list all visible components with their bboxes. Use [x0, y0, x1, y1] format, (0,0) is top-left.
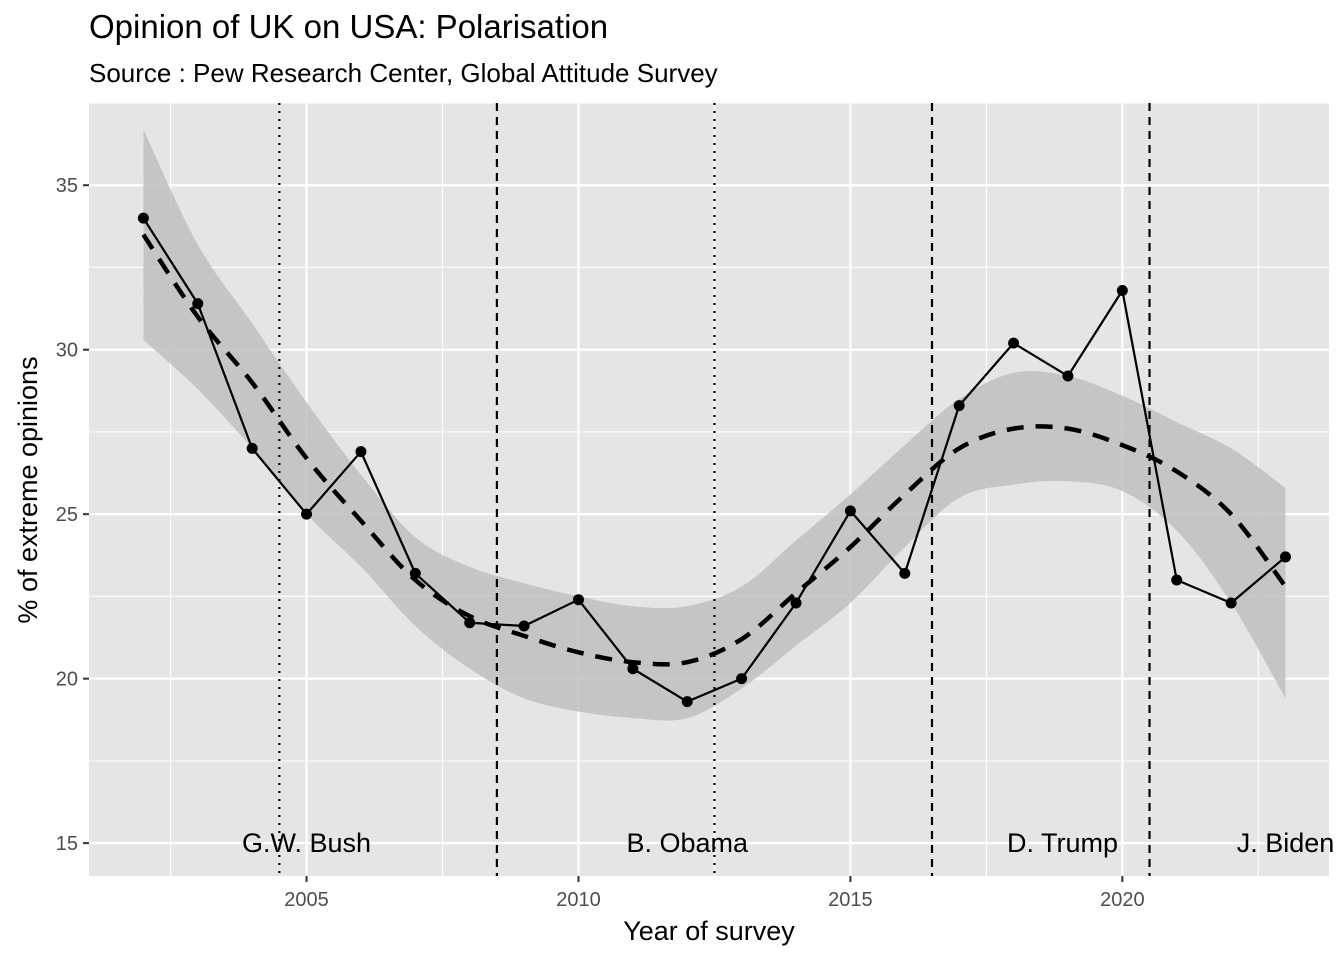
x-tick-label: 2015 — [828, 889, 873, 911]
chart-subtitle: Source : Pew Research Center, Global Att… — [89, 58, 718, 88]
data-point — [627, 663, 639, 675]
x-tick-label: 2005 — [284, 889, 329, 911]
data-point — [518, 620, 530, 632]
series-lines — [141, 217, 1288, 703]
data-point — [681, 696, 693, 708]
x-axis-label: Year of survey — [623, 916, 795, 946]
y-tick-label: 20 — [56, 669, 78, 691]
data-point — [301, 508, 313, 520]
data-point — [246, 442, 258, 454]
data-point — [192, 298, 204, 310]
y-tick-label: 35 — [56, 175, 78, 197]
data-point — [355, 446, 367, 458]
confidence-band-layer — [143, 129, 1286, 721]
x-axis: 2005 2010 2015 2020 — [284, 876, 1145, 911]
president-label: G.W. Bush — [242, 828, 371, 858]
data-point — [844, 505, 856, 517]
y-tick-label: 30 — [56, 340, 78, 362]
data-point — [1225, 597, 1237, 609]
data-point — [1062, 370, 1074, 382]
data-point — [899, 567, 911, 579]
data-point — [464, 617, 476, 629]
data-point — [137, 212, 149, 224]
president-label: B. Obama — [626, 828, 749, 858]
president-label: J. Biden — [1237, 828, 1335, 858]
president-label: D. Trump — [1007, 828, 1118, 858]
y-tick-label: 15 — [56, 833, 78, 855]
x-tick-label: 2020 — [1100, 889, 1145, 911]
data-point — [1116, 284, 1128, 296]
data-point — [736, 673, 748, 685]
data-point — [572, 594, 584, 606]
x-tick-label: 2010 — [556, 889, 601, 911]
data-point — [409, 567, 421, 579]
data-point — [790, 597, 802, 609]
trend-series-line — [141, 233, 1288, 667]
y-axis-label: % of extreme opinions — [13, 356, 43, 623]
confidence-band — [143, 129, 1286, 721]
y-tick-label: 25 — [56, 504, 78, 526]
observed-series-line — [142, 217, 1287, 703]
president-labels: G.W. Bush B. Obama D. Trump J. Biden — [242, 828, 1334, 858]
data-points — [137, 212, 1291, 708]
data-point — [1008, 337, 1020, 349]
data-point — [1171, 574, 1183, 586]
chart-title: Opinion of UK on USA: Polarisation — [89, 8, 609, 45]
president-divider-lines — [278, 103, 1151, 876]
data-point — [1279, 551, 1291, 563]
y-axis: 15 20 25 30 35 — [56, 175, 89, 855]
data-point — [953, 400, 965, 412]
